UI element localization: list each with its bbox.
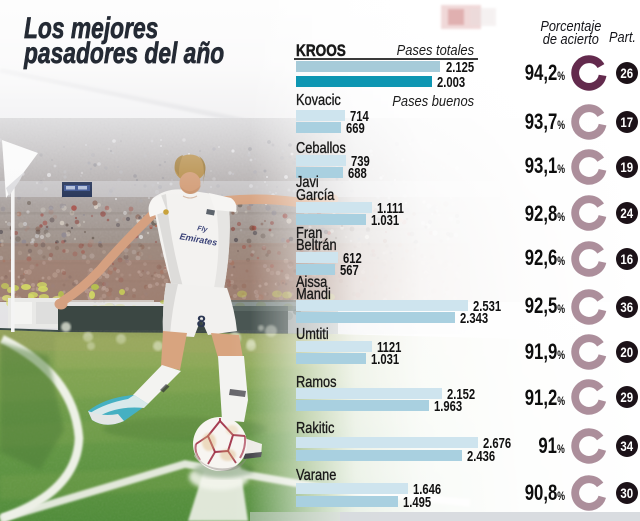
svg-text:Fly: Fly: [197, 225, 209, 234]
svg-text:8: 8: [196, 314, 206, 332]
